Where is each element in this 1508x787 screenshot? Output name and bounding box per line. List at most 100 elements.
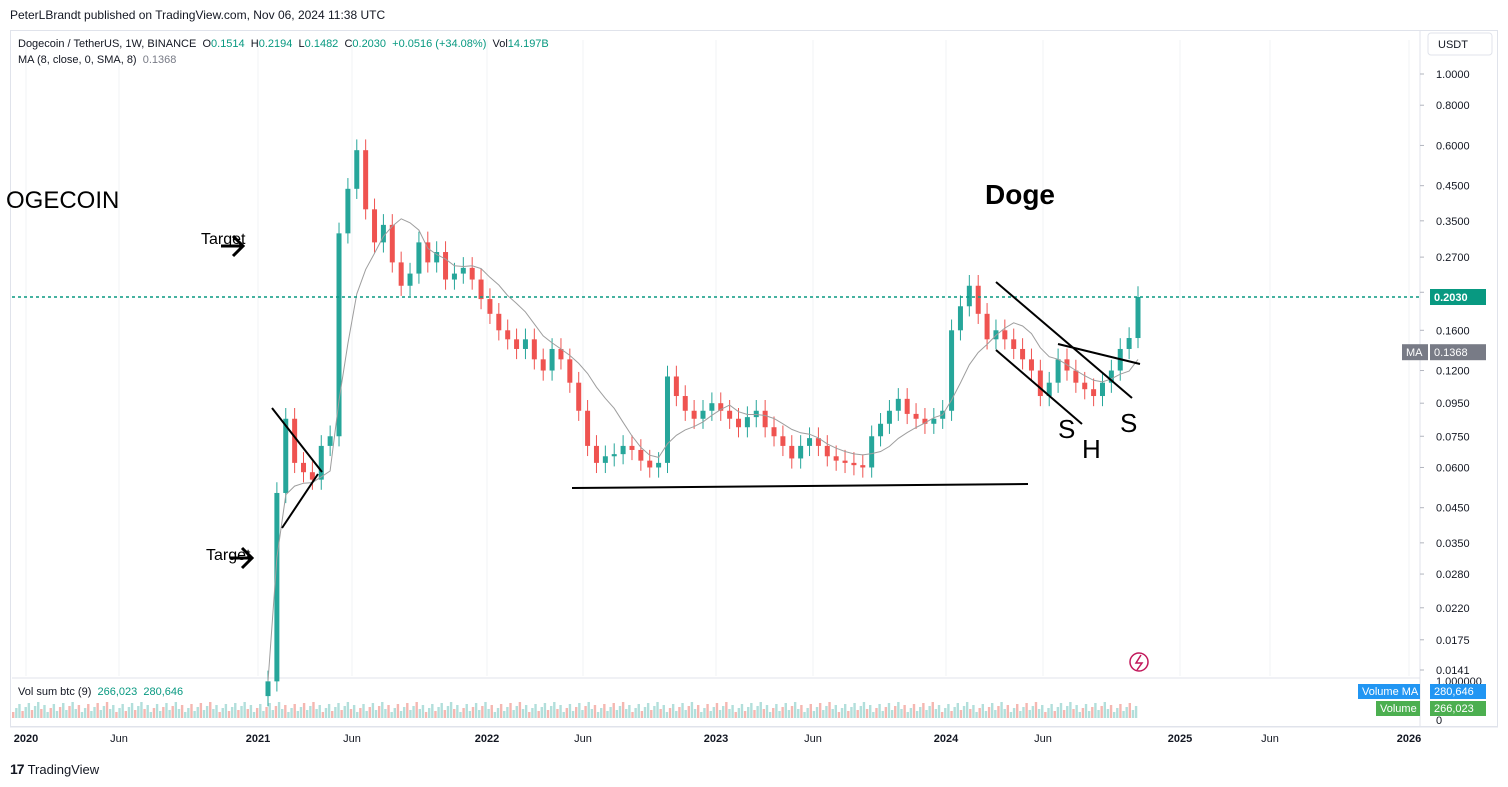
candle-body [886,410,892,424]
candle-body [1028,359,1034,371]
volume-bar [115,712,118,718]
volume-bar [465,704,468,718]
candle-body [957,306,963,331]
volume-bar [815,707,819,718]
volume-ma-tag[interactable] [1430,684,1486,699]
volume-legend-label[interactable]: Vol sum btc (9) [18,686,92,698]
lightning-icon[interactable] [1129,652,1149,672]
legend-symbol[interactable]: Dogecoin / TetherUS, 1W, BINANCE [18,38,197,50]
x-tick-label: 2026 [1397,733,1421,745]
candle-body [451,273,457,280]
volume-bar [834,705,838,718]
legend-open: 0.1514 [211,38,245,50]
volume-bar [678,707,681,718]
volume-bar [787,710,791,718]
volume-bar [205,706,209,718]
volume-bar [453,709,456,718]
volume-bar [80,712,84,718]
candle-body [336,233,342,437]
volume-bar [168,710,171,718]
s-right-annotation[interactable]: S [1120,408,1137,438]
left-title-annotation[interactable]: OGECOIN [6,187,119,214]
volume-bar [49,708,52,718]
volume-bar [825,706,828,718]
volume-bar [709,711,712,718]
volume-tag[interactable] [1430,701,1486,716]
volume-bar [315,709,318,718]
currency-label[interactable]: USDT [1438,39,1468,51]
volume-bar [1031,706,1035,718]
volume-bar [312,702,315,718]
volume-bar [950,711,953,718]
y-tick-label: 0.0220 [1436,603,1470,615]
candle-body [1126,338,1132,349]
volume-bar [897,702,900,718]
volume-bar [696,705,700,718]
trendline[interactable] [1057,343,1141,365]
trendline[interactable] [281,473,319,529]
volume-bar [306,710,309,718]
volume-bar [249,705,253,718]
volume-bar [543,703,547,718]
volume-bar [994,710,997,718]
candle-body [824,445,830,457]
currency-box[interactable] [1427,32,1493,56]
volume-bar [581,710,584,718]
volume-bar [105,702,109,718]
doge-annotation[interactable]: Doge [985,179,1055,210]
volume-bar [822,710,825,718]
trendline[interactable] [995,349,1083,425]
ma-tag-label: MA [1406,347,1423,359]
y-tick-label: 1.0000 [1436,69,1470,81]
volume-bar [906,712,909,718]
volume-bar [93,707,96,718]
trendline[interactable] [571,483,1029,489]
volume-bar [280,709,284,718]
volume-bar [1003,709,1006,718]
volume-bar [865,709,869,718]
volume-bar [68,706,71,718]
volume-bar [12,712,15,718]
candle-body [673,376,679,397]
ma-tag-box[interactable] [1430,344,1486,361]
volume-bar [531,708,534,718]
candle-body [416,242,422,274]
volume-bar [990,703,994,718]
volume-bar [1025,703,1028,718]
candle-body [851,462,857,466]
candle-body [407,273,413,286]
volume-legend-a: 266,023 [97,686,138,698]
candle-body [922,418,928,424]
s-left-annotation[interactable]: S [1058,414,1075,444]
volume-bar [759,702,762,718]
volume-bar [784,703,787,718]
volume-bar [934,709,938,718]
volume-bar [324,708,328,718]
volume-bar [565,708,569,718]
last-price-tag[interactable] [1430,289,1486,306]
candle-body [1020,348,1026,360]
last-price-value: 0.2030 [1434,292,1468,304]
volume-ma-tag-value: 280,646 [1434,686,1474,698]
legend-main-row: Dogecoin / TetherUS, 1W, BINANCE O0.1514… [18,36,549,52]
trendline[interactable] [271,407,323,473]
target-bottom-annotation[interactable]: Target [206,547,251,564]
h-annotation[interactable]: H [1082,434,1101,464]
volume-bar [180,705,184,718]
trendline[interactable] [995,281,1133,399]
volume-bar [740,704,744,718]
volume-bar [349,709,353,718]
candle-body [1011,339,1017,349]
volume-bar [524,705,528,718]
publisher-line: PeterLBrandt published on TradingView.co… [10,8,386,22]
candle-body [558,348,564,360]
candle-body [1037,370,1043,397]
target-top-annotation[interactable]: Target [201,231,246,248]
volume-bar [628,705,631,718]
tradingview-logo[interactable]: 17 TradingView [10,761,99,777]
candle-body [975,285,981,314]
legend-ma-label[interactable]: MA (8, close, 0, SMA, 8) [18,54,137,66]
volume-bar [58,707,62,718]
x-tick-label: 2024 [934,733,959,745]
